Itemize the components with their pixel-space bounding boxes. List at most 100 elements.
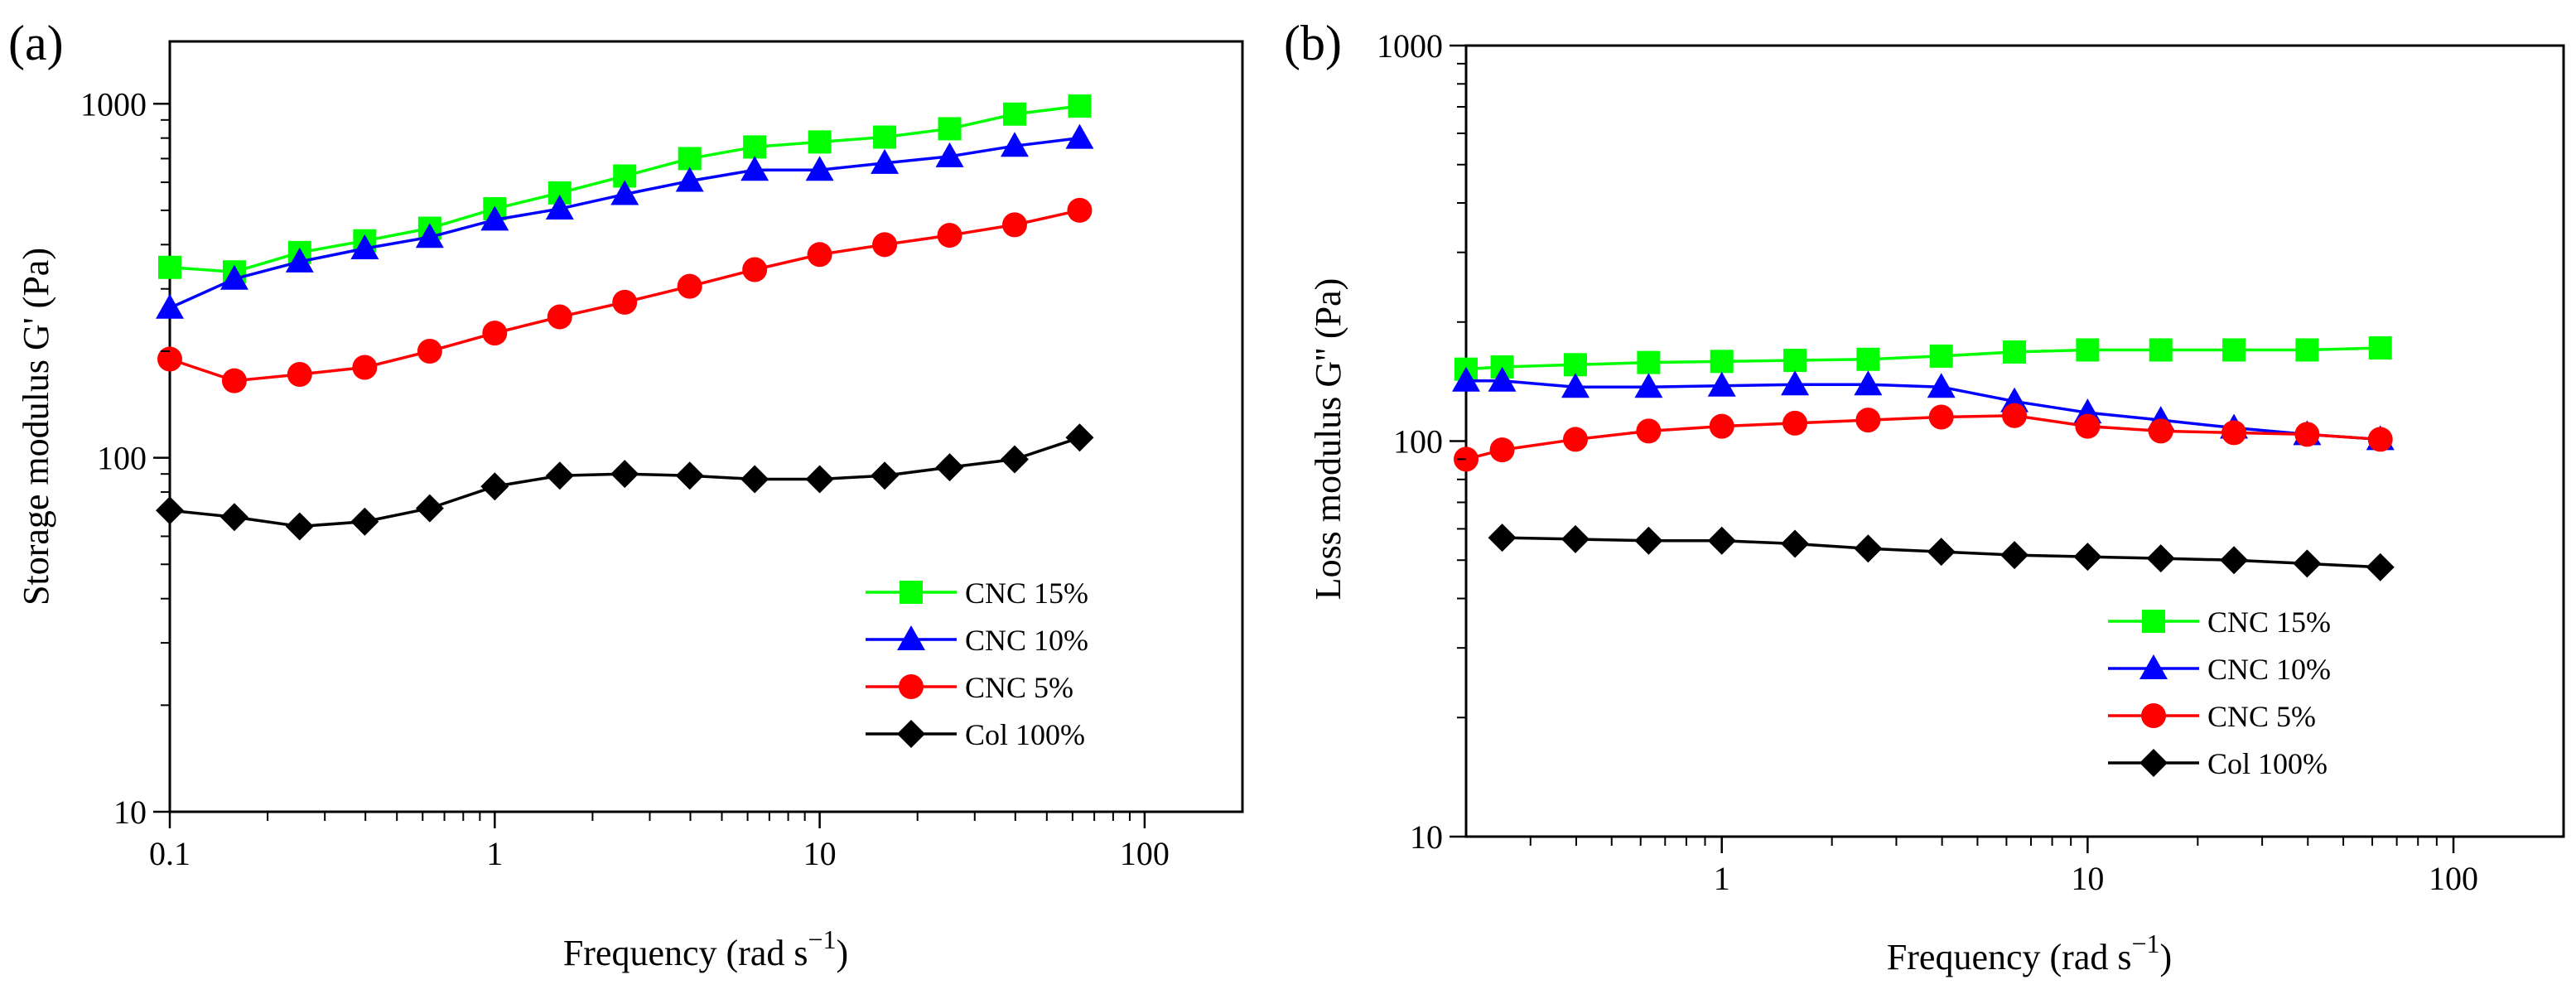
data-point-col-100-b bbox=[1634, 526, 1663, 555]
data-point-cnc-10-b bbox=[1452, 366, 1480, 392]
data-point-cnc-10-a bbox=[610, 180, 639, 205]
legend-label-cnc-15-a: CNC 15% bbox=[965, 577, 1088, 610]
data-point-col-100-b bbox=[1781, 529, 1810, 558]
series-line-cnc-10-b bbox=[1466, 379, 2381, 442]
data-point-cnc-10-a bbox=[480, 205, 509, 231]
data-point-col-100-a bbox=[610, 460, 639, 489]
data-point-cnc-15-b bbox=[1637, 350, 1661, 374]
data-point-col-100-b bbox=[2293, 549, 2322, 578]
legend-marker-cnc-15-b bbox=[2142, 610, 2165, 633]
data-point-cnc-5-a bbox=[157, 346, 182, 372]
data-point-col-100-b bbox=[2366, 552, 2395, 581]
data-point-col-100-b bbox=[2073, 543, 2102, 572]
x-tick-label-a: 1 bbox=[486, 835, 503, 872]
data-point-cnc-15-b bbox=[2222, 338, 2246, 362]
data-point-col-100-b bbox=[2000, 541, 2029, 570]
data-point-cnc-10-b bbox=[1707, 371, 1736, 397]
data-point-col-100-a bbox=[1000, 445, 1029, 474]
data-point-cnc-5-b bbox=[2002, 403, 2028, 428]
data-point-col-100-b bbox=[2220, 546, 2249, 575]
data-point-cnc-5-a bbox=[1001, 212, 1027, 238]
data-point-col-100-a bbox=[156, 496, 184, 525]
data-point-cnc-10-a bbox=[935, 142, 964, 167]
legend-label-cnc-15-b: CNC 15% bbox=[2207, 606, 2331, 639]
data-point-cnc-10-b bbox=[1781, 370, 1810, 396]
data-point-cnc-5-b bbox=[2221, 420, 2247, 446]
y-tick-label-b: 1000 bbox=[1377, 27, 1443, 65]
y-tick-label-b: 100 bbox=[1393, 423, 1443, 461]
data-point-cnc-10-a bbox=[871, 148, 900, 174]
series-layer-a bbox=[156, 94, 1094, 541]
panel-label-a: (a) bbox=[8, 16, 64, 70]
y-tick-label-b: 10 bbox=[1410, 818, 1443, 856]
legend-entry-cnc-10-b: CNC 10% bbox=[2108, 653, 2331, 686]
legend-marker-cnc-10-b bbox=[2139, 654, 2168, 679]
data-point-cnc-10-a bbox=[1000, 132, 1029, 157]
data-point-cnc-5-b bbox=[1928, 404, 1954, 430]
data-point-cnc-5-a bbox=[742, 257, 768, 282]
data-point-col-100-a bbox=[480, 472, 509, 501]
legend-marker-cnc-5-b bbox=[2141, 703, 2166, 728]
data-point-cnc-10-a bbox=[415, 223, 444, 248]
data-point-cnc-15-a bbox=[1002, 102, 1026, 126]
data-point-cnc-5-b bbox=[1855, 408, 1881, 433]
legend-label-cnc-5-b: CNC 5% bbox=[2207, 700, 2316, 733]
legend-marker-col-100-b bbox=[2139, 749, 2168, 777]
data-point-cnc-5-b bbox=[2075, 413, 2101, 439]
data-point-cnc-10-a bbox=[1065, 123, 1094, 149]
legend-entry-cnc-5-b: CNC 5% bbox=[2108, 700, 2316, 733]
data-point-cnc-15-b bbox=[2076, 338, 2100, 362]
data-point-cnc-15-a bbox=[938, 117, 962, 141]
data-point-cnc-10-a bbox=[350, 234, 379, 260]
legend-entry-cnc-15-a: CNC 15% bbox=[866, 577, 1088, 610]
data-point-cnc-5-a bbox=[937, 223, 962, 248]
data-point-cnc-5-b bbox=[2148, 418, 2173, 444]
x-tick-label-a: 100 bbox=[1120, 835, 1170, 872]
data-point-cnc-15-b bbox=[1929, 344, 1953, 368]
axis-ticks-a: 0.1 1 10 100 10 100 1000 bbox=[80, 85, 1170, 872]
data-point-cnc-15-b bbox=[1563, 353, 1587, 377]
y-axis-label-b: Loss modulus G'' (Pa) bbox=[1308, 278, 1348, 601]
legend-entry-col-100-a: Col 100% bbox=[866, 718, 1085, 751]
data-point-cnc-5-b bbox=[1709, 413, 1734, 439]
x-axis-label-b: Frequency (rad s−1) bbox=[1887, 929, 2172, 977]
legend-entry-cnc-5-a: CNC 5% bbox=[866, 671, 1073, 704]
data-point-col-100-b bbox=[1927, 538, 1956, 567]
data-point-cnc-15-b bbox=[2003, 340, 2027, 364]
y-tick-label-a: 10 bbox=[113, 794, 147, 831]
data-point-col-100-a bbox=[219, 503, 248, 532]
data-point-cnc-15-b bbox=[2368, 336, 2392, 360]
legend-b: CNC 15% CNC 10% CNC 5% Col 100% bbox=[2108, 606, 2331, 780]
data-point-cnc-10-a bbox=[545, 195, 574, 220]
legend-entry-col-100-b: Col 100% bbox=[2108, 747, 2328, 780]
data-point-col-100-a bbox=[675, 461, 704, 490]
legend-label-cnc-10-a: CNC 10% bbox=[965, 624, 1088, 657]
data-point-cnc-10-a bbox=[740, 156, 769, 181]
legend-entry-cnc-10-a: CNC 10% bbox=[866, 624, 1088, 657]
data-point-cnc-5-a bbox=[612, 289, 638, 315]
data-point-col-100-a bbox=[871, 461, 900, 490]
data-point-cnc-15-a bbox=[873, 125, 897, 149]
data-point-cnc-10-b bbox=[1634, 373, 1663, 398]
data-point-cnc-5-b bbox=[1562, 427, 1588, 452]
data-point-cnc-15-a bbox=[808, 130, 832, 154]
series-line-cnc-15-b bbox=[1465, 346, 2381, 371]
data-point-cnc-5-a bbox=[417, 338, 442, 364]
data-point-cnc-10-a bbox=[156, 293, 184, 319]
y-tick-label-a: 100 bbox=[97, 440, 147, 477]
data-point-cnc-5-b bbox=[1782, 410, 1808, 436]
data-point-col-100-b bbox=[1561, 524, 1589, 553]
series-layer-b bbox=[1452, 336, 2395, 581]
data-point-col-100-a bbox=[805, 465, 834, 494]
legend-label-col-100-b: Col 100% bbox=[2207, 747, 2328, 780]
data-point-cnc-10-b bbox=[1488, 366, 1517, 392]
x-tick-label-b: 10 bbox=[2071, 860, 2104, 897]
legend-marker-col-100-a bbox=[897, 720, 925, 748]
data-point-cnc-15-b bbox=[2295, 338, 2319, 362]
data-point-cnc-10-a bbox=[675, 166, 704, 192]
data-point-cnc-15-b bbox=[1710, 350, 1734, 374]
plot-frame-b bbox=[1464, 44, 2565, 838]
data-point-cnc-15-a bbox=[743, 135, 767, 159]
